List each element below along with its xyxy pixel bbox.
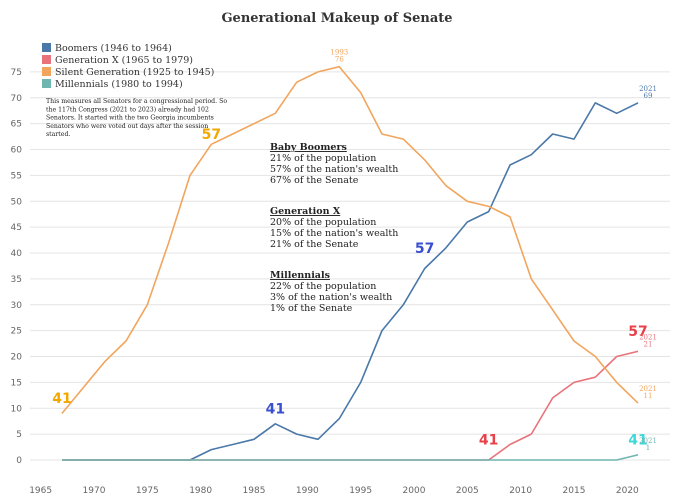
stat-heading: Millennials xyxy=(270,270,330,281)
age-annotations: 41 57 41 57 41 57 41 xyxy=(52,127,647,448)
point-label-year: 2021 xyxy=(639,85,657,93)
point-label-year: 2021 xyxy=(639,385,657,393)
legend-swatch xyxy=(42,79,51,88)
y-tick-label: 55 xyxy=(11,171,22,181)
point-label-value: 1 xyxy=(646,444,650,452)
point-label-value: 69 xyxy=(644,92,653,100)
y-tick-label: 35 xyxy=(11,275,22,285)
age-annotation: 41 xyxy=(266,401,285,417)
x-tick-label: 1995 xyxy=(349,486,372,496)
age-annotation: 57 xyxy=(628,324,647,340)
legend-swatch xyxy=(42,67,51,76)
y-tick-label: 50 xyxy=(11,197,23,207)
x-tick-label: 2000 xyxy=(403,486,426,496)
stat-line: 15% of the nation's wealth xyxy=(270,228,398,239)
y-tick-label: 25 xyxy=(11,327,22,337)
stat-line: 20% of the population xyxy=(270,217,376,228)
stat-heading: Baby Boomers xyxy=(270,142,347,153)
y-tick-label: 15 xyxy=(11,378,22,388)
series-line-4 xyxy=(62,454,639,461)
point-label-year: 1993 xyxy=(330,49,348,57)
legend-swatch xyxy=(42,55,51,64)
age-annotation: 41 xyxy=(628,432,647,448)
x-tick-label: 1980 xyxy=(189,486,212,496)
y-tick-label: 75 xyxy=(11,68,22,78)
y-tick-label: 40 xyxy=(11,249,23,259)
y-tick-label: 65 xyxy=(11,120,22,130)
stat-line: 21% of the Senate xyxy=(270,239,359,250)
age-annotation: 57 xyxy=(202,127,221,143)
chart-note: This measures all Senators for a congres… xyxy=(46,98,227,138)
stat-line: 67% of the Senate xyxy=(270,175,359,186)
x-tick-label: 1965 xyxy=(29,486,52,496)
point-label-value: 76 xyxy=(335,56,344,64)
x-tick-label: 2020 xyxy=(616,486,639,496)
legend-label: Generation X (1965 to 1979) xyxy=(55,55,193,66)
y-tick-label: 45 xyxy=(11,223,22,233)
y-tick-label: 20 xyxy=(11,353,23,363)
x-axis: 1965 1970 1975 1980 1985 1990 1995 2000 2005 2010… xyxy=(29,486,639,496)
y-tick-label: 5 xyxy=(16,430,22,440)
y-axis: 0 5 10 15 20 25 30 35 40 45 50 55 60 65 70 75 xyxy=(11,68,23,466)
stat-line: 22% of the population xyxy=(270,281,376,292)
legend-label: Silent Generation (1925 to 1945) xyxy=(55,67,214,78)
point-label-year: 2021 xyxy=(639,333,657,341)
y-tick-label: 30 xyxy=(11,301,23,311)
stat-line: 1% of the Senate xyxy=(270,303,353,314)
x-tick-label: 2010 xyxy=(509,486,532,496)
x-tick-label: 1970 xyxy=(83,486,106,496)
y-tick-label: 70 xyxy=(11,94,23,104)
x-tick-label: 1975 xyxy=(136,486,159,496)
x-tick-label: 2015 xyxy=(563,486,586,496)
age-annotation: 41 xyxy=(479,432,498,448)
series-lines xyxy=(61,65,639,461)
y-tick-label: 10 xyxy=(11,404,23,414)
gridlines xyxy=(30,71,670,461)
legend-swatch xyxy=(42,43,51,52)
stat-heading: Generation X xyxy=(270,206,341,217)
x-tick-label: 2005 xyxy=(456,486,479,496)
stat-line: 57% of the nation's wealth xyxy=(270,164,398,175)
age-annotation: 41 xyxy=(52,391,71,407)
point-label-year: 2021 xyxy=(639,437,657,445)
point-label-value: 21 xyxy=(644,340,653,348)
point-label-value: 11 xyxy=(644,392,653,400)
series-line-2 xyxy=(62,350,639,461)
stat-line: 21% of the population xyxy=(270,153,376,164)
chart-title: Generational Makeup of Senate xyxy=(221,11,452,26)
stat-line: 3% of the nation's wealth xyxy=(270,292,392,303)
x-tick-label: 1985 xyxy=(243,486,266,496)
note-text: This measures all Senators for a congres… xyxy=(46,98,227,138)
series-line-3 xyxy=(61,65,639,414)
legend-label: Millennials (1980 to 1994) xyxy=(55,79,183,90)
age-annotation: 57 xyxy=(415,241,434,257)
legend-label: Boomers (1946 to 1964) xyxy=(55,43,172,54)
y-tick-label: 0 xyxy=(16,456,22,466)
y-tick-label: 60 xyxy=(11,146,23,156)
legend: Boomers (1946 to 1964)Generation X (1965… xyxy=(42,43,214,90)
x-tick-label: 1990 xyxy=(296,486,319,496)
